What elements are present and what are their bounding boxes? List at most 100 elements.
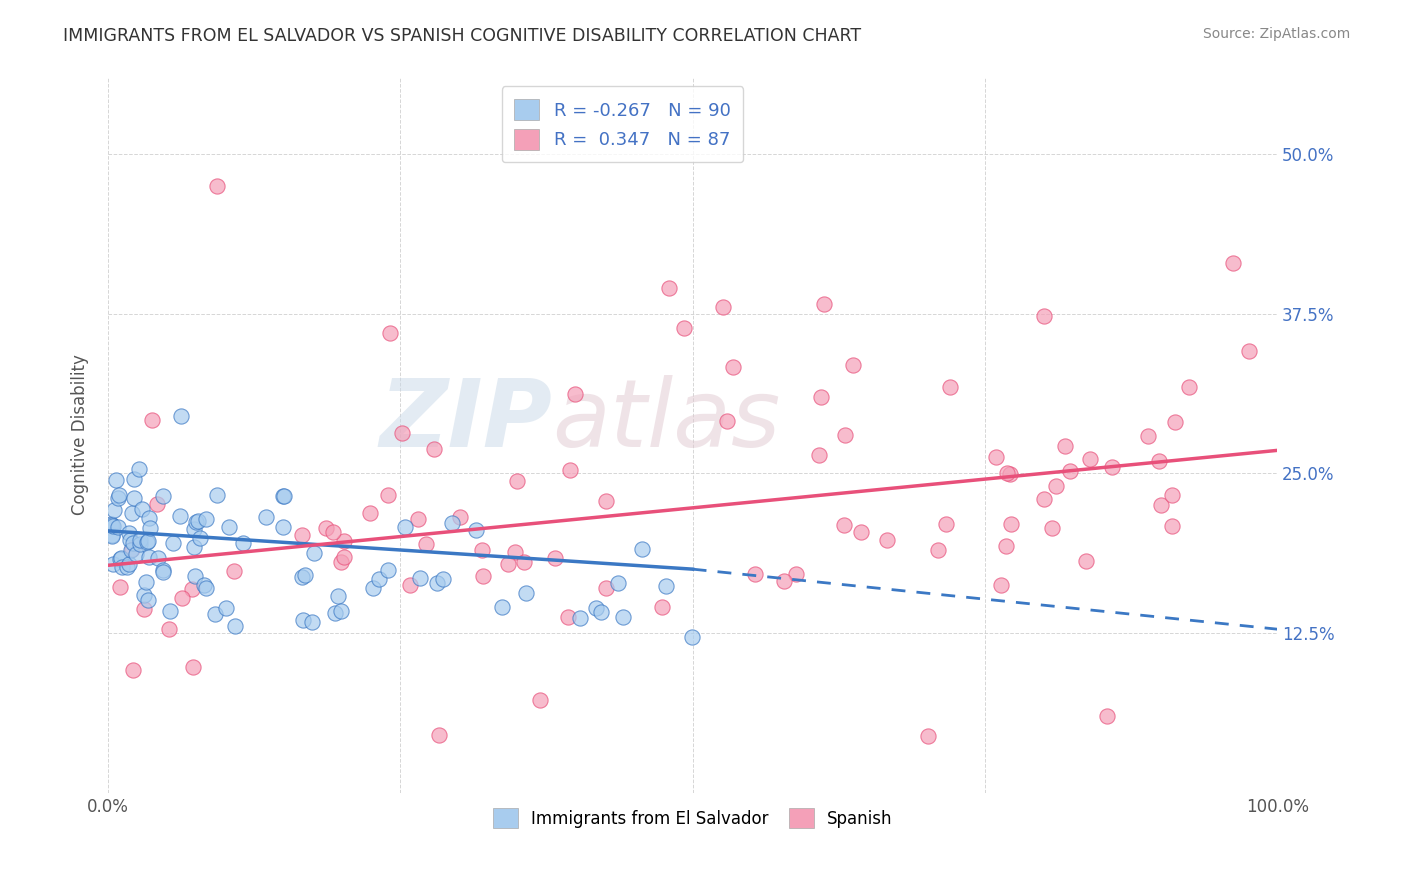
Point [117,560,139,574]
Point [1032,491,1054,506]
Point [273,489,295,503]
Point [505,474,527,488]
Point [544,551,567,566]
Point [121,506,143,520]
Point [834,428,856,442]
Point [136,533,159,548]
Text: Source: ZipAtlas.com: Source: ZipAtlas.com [1202,27,1350,41]
Point [496,557,519,571]
Point [214,600,236,615]
Point [333,533,356,548]
Point [785,566,807,581]
Point [744,566,766,581]
Point [108,552,131,566]
Point [193,578,215,592]
Point [1137,429,1160,443]
Point [378,326,401,340]
Point [181,582,204,597]
Point [681,630,703,644]
Point [772,574,794,589]
Point [204,607,226,621]
Point [103,503,125,517]
Point [1164,415,1187,429]
Point [141,413,163,427]
Point [529,692,551,706]
Point [585,601,607,615]
Point [1076,554,1098,568]
Point [449,509,471,524]
Point [377,563,399,577]
Point [129,533,152,547]
Point [205,488,228,502]
Legend: Immigrants from El Salvador, Spanish: Immigrants from El Salvador, Spanish [486,802,898,834]
Point [1147,454,1170,468]
Point [224,619,246,633]
Point [104,473,127,487]
Point [328,589,350,603]
Point [108,580,131,594]
Point [990,578,1012,592]
Point [1161,518,1184,533]
Point [135,574,157,589]
Point [315,521,337,535]
Point [359,506,381,520]
Point [1032,309,1054,323]
Point [391,426,413,441]
Point [515,586,537,600]
Point [408,512,430,526]
Point [606,576,628,591]
Point [169,509,191,524]
Point [138,511,160,525]
Point [564,386,586,401]
Point [323,606,346,620]
Point [394,520,416,534]
Point [139,521,162,535]
Point [184,515,207,529]
Point [1222,255,1244,269]
Point [181,660,204,674]
Point [432,572,454,586]
Point [100,517,122,532]
Point [291,570,314,584]
Point [595,494,617,508]
Point [128,537,150,551]
Point [917,730,939,744]
Point [107,491,129,506]
Point [440,516,463,530]
Point [1150,499,1173,513]
Point [121,663,143,677]
Point [118,526,141,541]
Point [651,600,673,615]
Point [329,555,352,569]
Point [426,575,449,590]
Point [423,442,446,456]
Point [183,540,205,554]
Point [292,613,315,627]
Point [101,518,124,533]
Point [100,528,122,542]
Point [131,502,153,516]
Point [368,572,391,586]
Point [935,517,957,532]
Point [110,559,132,574]
Point [271,520,294,534]
Point [558,463,581,477]
Point [569,611,592,625]
Point [1000,516,1022,531]
Point [997,467,1019,481]
Point [101,518,124,533]
Point [716,414,738,428]
Point [998,467,1021,482]
Point [254,510,277,524]
Point [595,582,617,596]
Point [832,518,855,533]
Point [995,539,1018,553]
Point [152,489,174,503]
Point [842,358,865,372]
Point [711,301,734,315]
Point [1045,478,1067,492]
Point [377,488,399,502]
Point [224,565,246,579]
Text: atlas: atlas [553,376,780,467]
Point [169,409,191,423]
